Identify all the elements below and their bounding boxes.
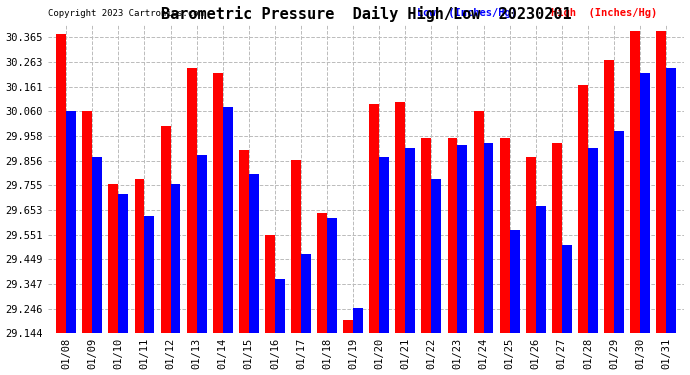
- Bar: [405, 148, 415, 333]
- Bar: [275, 279, 285, 333]
- Bar: [239, 150, 249, 333]
- Bar: [265, 235, 275, 333]
- Bar: [588, 148, 598, 333]
- Bar: [614, 131, 624, 333]
- Bar: [161, 126, 170, 333]
- Bar: [380, 158, 389, 333]
- Bar: [473, 111, 484, 333]
- Bar: [119, 194, 128, 333]
- Bar: [604, 60, 614, 333]
- Bar: [630, 32, 640, 333]
- Bar: [213, 73, 223, 333]
- Bar: [82, 111, 92, 333]
- Bar: [562, 244, 572, 333]
- Bar: [395, 102, 405, 333]
- Bar: [526, 158, 535, 333]
- Bar: [66, 111, 76, 333]
- Bar: [510, 230, 520, 333]
- Bar: [187, 68, 197, 333]
- Bar: [431, 179, 442, 333]
- Bar: [578, 85, 588, 333]
- Title: Barometric Pressure  Daily High/Low  20230201: Barometric Pressure Daily High/Low 20230…: [161, 6, 571, 21]
- Bar: [535, 206, 546, 333]
- Bar: [144, 216, 155, 333]
- Bar: [656, 32, 666, 333]
- Bar: [666, 68, 676, 333]
- Bar: [422, 138, 431, 333]
- Bar: [500, 138, 510, 333]
- Text: High  (Inches/Hg): High (Inches/Hg): [551, 8, 657, 18]
- Bar: [249, 174, 259, 333]
- Text: Copyright 2023 Cartronics.com: Copyright 2023 Cartronics.com: [48, 9, 204, 18]
- Text: Low  (Inches/Hg): Low (Inches/Hg): [417, 8, 517, 18]
- Bar: [640, 73, 650, 333]
- Bar: [353, 308, 363, 333]
- Bar: [197, 155, 206, 333]
- Bar: [108, 184, 119, 333]
- Bar: [301, 254, 311, 333]
- Bar: [291, 160, 301, 333]
- Bar: [484, 143, 493, 333]
- Bar: [92, 158, 102, 333]
- Bar: [223, 106, 233, 333]
- Bar: [317, 213, 327, 333]
- Bar: [448, 138, 457, 333]
- Bar: [327, 218, 337, 333]
- Bar: [170, 184, 181, 333]
- Bar: [457, 145, 467, 333]
- Bar: [57, 34, 66, 333]
- Bar: [343, 320, 353, 333]
- Bar: [552, 143, 562, 333]
- Bar: [369, 104, 380, 333]
- Bar: [135, 179, 144, 333]
